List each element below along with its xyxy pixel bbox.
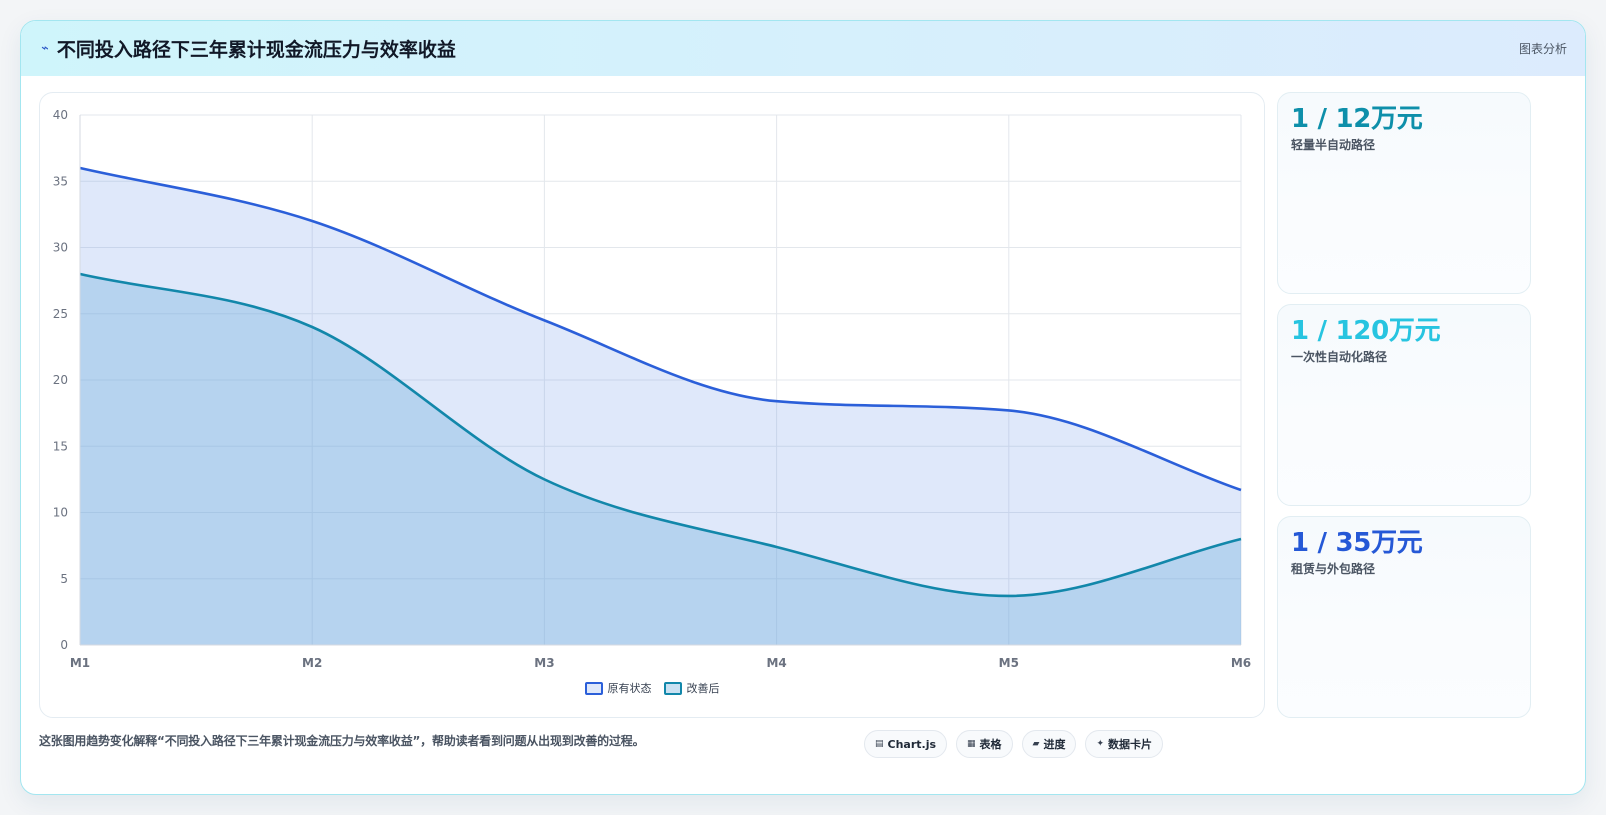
bolt-icon: ⌁ — [39, 41, 51, 56]
chip-table[interactable]: ▦ 表格 — [956, 730, 1013, 758]
chart-icon: ▤ — [875, 739, 884, 749]
x-tick-label: M5 — [999, 656, 1019, 670]
series-line-2 — [79, 272, 1242, 598]
stat-card-leasing-outsourcing: 1 / 35万元 租赁与外包路径 — [1277, 516, 1531, 718]
legend-swatch — [663, 681, 682, 695]
chip-progress[interactable]: ▰ 进度 — [1021, 730, 1077, 758]
x-tick-label: M6 — [1231, 656, 1251, 670]
table-icon: ▦ — [967, 739, 976, 749]
sparkle-icon: ✦ — [1096, 739, 1105, 749]
y-tick-label: 40 — [53, 108, 68, 122]
stat-value: 1 / 35万元 — [1291, 528, 1423, 558]
legend-item-2[interactable]: 改善后 — [663, 680, 720, 696]
chip-label: 表格 — [979, 738, 1002, 751]
card-header: ⌁ 不同投入路径下三年累计现金流压力与效率收益 图表分析 — [21, 21, 1585, 76]
stat-label: 租赁与外包路径 — [1291, 562, 1376, 576]
page-title: 不同投入路径下三年累计现金流压力与效率收益 — [56, 39, 456, 61]
chip-label: Chart.js — [887, 737, 937, 751]
chip-data-cards[interactable]: ✦ 数据卡片 — [1085, 730, 1164, 758]
chip-chartjs[interactable]: ▤ Chart.js — [864, 730, 948, 758]
legend-label: 原有状态 — [607, 682, 652, 695]
chip-group: ▤ Chart.js ▦ 表格 ▰ 进度 ✦ 数据卡片 — [864, 730, 1164, 758]
x-tick-label: M1 — [70, 656, 90, 670]
y-tick-label: 0 — [60, 638, 68, 652]
stat-label: 一次性自动化路径 — [1291, 350, 1388, 364]
series-area-1 — [80, 168, 1241, 645]
y-tick-label: 30 — [53, 241, 68, 255]
progress-icon: ▰ — [1032, 739, 1040, 749]
stat-value: 1 / 12万元 — [1291, 104, 1423, 134]
chart-panel: 0 5 10 15 20 25 30 35 40 M1 M2 M3 M4 M5 M6 原有状态 改善后 — [39, 92, 1265, 718]
stat-card-light-semi-auto: 1 / 12万元 轻量半自动路径 — [1277, 92, 1531, 294]
y-tick-label: 15 — [53, 439, 68, 453]
y-tick-label: 20 — [53, 373, 68, 387]
stat-card-full-automation: 1 / 120万元 一次性自动化路径 — [1277, 304, 1531, 506]
y-tick-label: 25 — [53, 307, 68, 321]
chip-label: 进度 — [1043, 738, 1066, 751]
area-chart: 0 5 10 15 20 25 30 35 40 M1 M2 M3 M4 M5 M6 — [53, 108, 1251, 670]
y-tick-label: 10 — [53, 506, 68, 520]
chart-description: 这张图用趋势变化解释“不同投入路径下三年累计现金流压力与效率收益”，帮助读者看到… — [39, 734, 645, 748]
series-line-1 — [79, 166, 1242, 492]
y-tick-label: 5 — [60, 572, 68, 586]
legend-item-1[interactable]: 原有状态 — [584, 680, 652, 696]
chart-card: ⌁ 不同投入路径下三年累计现金流压力与效率收益 图表分析 0 5 10 15 20 25 3… — [20, 20, 1586, 795]
chip-label: 数据卡片 — [1108, 738, 1153, 751]
x-tick-label: M3 — [534, 656, 554, 670]
stat-label: 轻量半自动路径 — [1291, 138, 1376, 152]
x-tick-label: M2 — [302, 656, 322, 670]
legend-swatch — [584, 681, 603, 695]
series-area-2 — [80, 274, 1241, 645]
chart-analysis-tag: 图表分析 — [1518, 42, 1567, 56]
legend-label: 改善后 — [686, 682, 720, 695]
x-tick-label: M4 — [766, 656, 786, 670]
stat-value: 1 / 120万元 — [1291, 316, 1441, 346]
y-tick-label: 35 — [53, 174, 68, 188]
title-group: ⌁ 不同投入路径下三年累计现金流压力与效率收益 — [39, 35, 456, 62]
chart-legend: 原有状态 改善后 — [40, 680, 1264, 696]
